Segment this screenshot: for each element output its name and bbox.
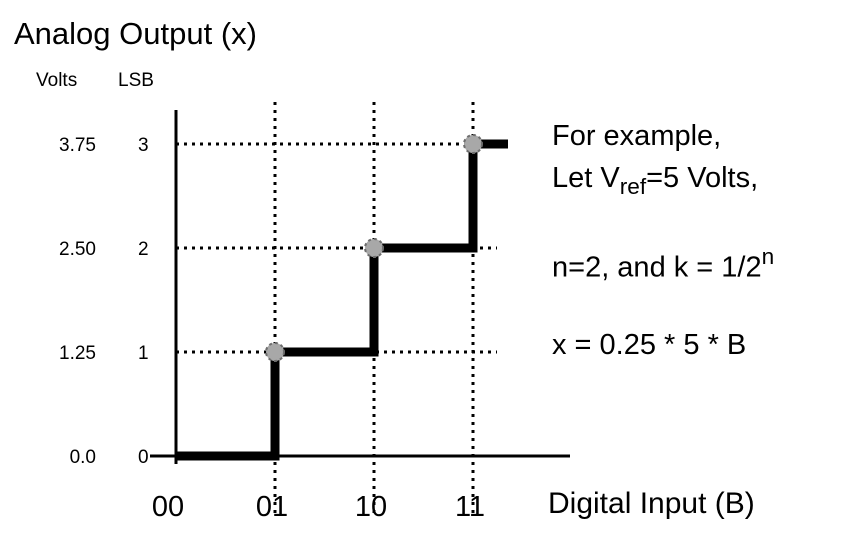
y-tick-label-volts: 1.25 xyxy=(59,343,96,364)
note-formula: x = 0.25 * 5 * B xyxy=(552,329,747,361)
step-series-line xyxy=(176,139,508,461)
y-tick-label-volts: 2.50 xyxy=(59,239,96,260)
note-line-1: For example, xyxy=(552,120,722,152)
volts-column-header: Volts xyxy=(36,70,78,91)
y-tick-label-lsb: 0 xyxy=(138,447,149,468)
y-tick-label-lsb: 2 xyxy=(138,239,149,260)
lsb-column-header: LSB xyxy=(118,70,154,91)
x-tick-label: 01 xyxy=(256,491,288,523)
x-tick-label: 11 xyxy=(455,491,485,523)
note-line-3: n=2, and k = 1/2n xyxy=(552,244,775,284)
x-axis-label: Digital Input (B) xyxy=(548,487,755,520)
y-tick-label-volts: 0.0 xyxy=(70,447,96,468)
data-point-marker xyxy=(364,238,384,258)
chart-title: Analog Output (x) xyxy=(14,16,257,51)
note-line-2: Let Vref=5 Volts, xyxy=(552,162,759,200)
y-tick-label-lsb: 3 xyxy=(138,135,149,156)
x-tick-label: 10 xyxy=(355,491,387,523)
x-tick-label: 00 xyxy=(152,491,184,523)
y-tick-label-volts: 3.75 xyxy=(59,135,96,156)
y-tick-label-lsb: 1 xyxy=(138,343,149,364)
data-point-marker xyxy=(463,134,483,154)
data-point-marker xyxy=(265,342,285,362)
